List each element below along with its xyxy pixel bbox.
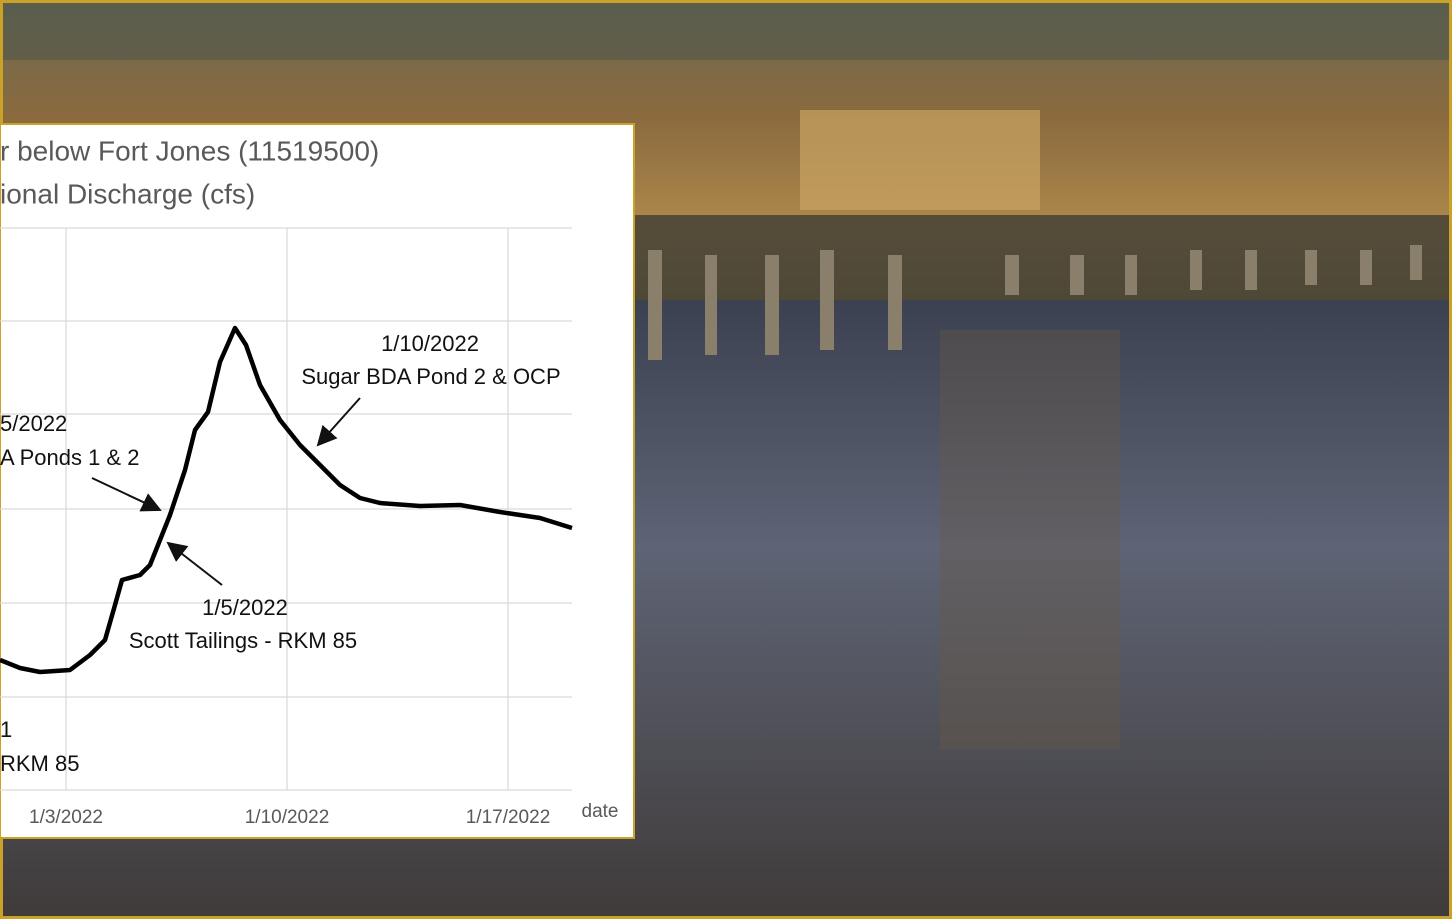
grid (0, 227, 572, 791)
annotation: Sugar BDA Pond 2 & OCP (301, 364, 560, 389)
x-axis-label: date (582, 801, 619, 822)
annotation: 5/2022 (0, 411, 67, 436)
annotation: Scott Tailings - RKM 85 (129, 628, 357, 653)
x-tick-label: 1/3/2022 (29, 807, 103, 828)
chart-subtitle: ional Discharge (cfs) (0, 178, 255, 209)
chart-title: r below Fort Jones (11519500) (0, 135, 379, 166)
annotation: 1 (0, 717, 12, 742)
chart-panel: r below Fort Jones (11519500) ional Disc… (0, 123, 635, 839)
annotation: A Ponds 1 & 2 (0, 445, 139, 470)
x-tick-label: 1/10/2022 (245, 807, 330, 828)
annotation-arrow (166, 541, 223, 586)
annotation: 1/10/2022 (381, 331, 479, 356)
annotation-arrow (91, 477, 162, 512)
annotation: 1/5/2022 (202, 595, 288, 620)
x-tick-label: 1/17/2022 (466, 807, 551, 828)
annotation: RKM 85 (0, 751, 79, 776)
annotation-arrow (316, 397, 361, 447)
discharge-line (0, 325, 573, 675)
